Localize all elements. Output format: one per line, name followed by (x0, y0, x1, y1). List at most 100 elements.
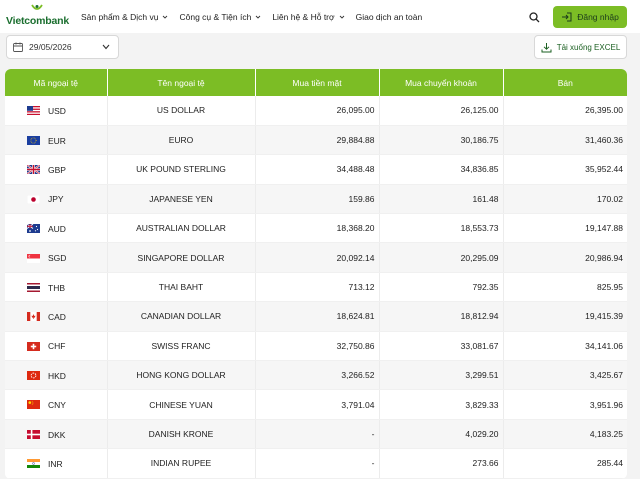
sell-value: 285.44 (503, 448, 627, 479)
login-label: Đăng nhập (577, 12, 619, 22)
currency-code: JPY (48, 194, 64, 205)
currency-name: SWISS FRANC (107, 331, 256, 362)
download-excel-button[interactable]: Tải xuống EXCEL (534, 35, 627, 59)
currency-code: GBP (48, 164, 66, 175)
sell-value: 825.95 (503, 272, 627, 303)
nav-tools[interactable]: Công cụ & Tiện ích (179, 12, 261, 22)
cash-buy-value: - (255, 448, 380, 479)
transfer-buy-value: 3,299.51 (379, 360, 504, 391)
cash-buy-value: 3,266.52 (255, 360, 380, 391)
nav-safe-transactions[interactable]: Giao dịch an toàn (356, 12, 423, 22)
transfer-buy-value: 30,186.75 (379, 125, 504, 156)
ca-flag-icon (27, 312, 40, 322)
table-row: CAD CANADIAN DOLLAR 18,624.81 18,812.94 … (5, 301, 627, 332)
currency-code: THB (48, 282, 65, 293)
cash-buy-value: 34,488.48 (255, 154, 380, 185)
logo-text: Vietcombank (6, 15, 69, 27)
currency-name: THAI BAHT (107, 272, 256, 303)
table-row: DKK DANISH KRONE - 4,029.20 4,183.25 (5, 419, 627, 450)
currency-code: DKK (48, 429, 66, 440)
sell-value: 4,183.25 (503, 419, 627, 450)
dk-flag-icon (27, 429, 40, 439)
header-cash-buy[interactable]: Mua tiền mặt (255, 69, 380, 96)
cash-buy-value: 20,092.14 (255, 242, 380, 273)
sell-value: 26,395.00 (503, 96, 627, 126)
cash-buy-value: 713.12 (255, 272, 380, 303)
sell-value: 170.02 (503, 184, 627, 215)
date-picker[interactable]: 29/05/2026 (6, 35, 119, 59)
currency-name: CANADIAN DOLLAR (107, 301, 256, 332)
vietcombank-logo[interactable]: Vietcombank (6, 4, 69, 28)
sell-value: 34,141.06 (503, 331, 627, 362)
cash-buy-value: 32,750.86 (255, 331, 380, 362)
table-row: SGD SINGAPORE DOLLAR 20,092.14 20,295.09… (5, 242, 627, 273)
excel-label: Tải xuống EXCEL (556, 42, 621, 52)
currency-code: EUR (48, 135, 66, 146)
currency-code: CHF (48, 341, 66, 352)
currency-name: DANISH KRONE (107, 419, 256, 450)
table-row: AUD AUSTRALIAN DOLLAR 18,368.20 18,553.7… (5, 213, 627, 244)
currency-name: INDIAN RUPEE (107, 448, 256, 479)
ch-flag-icon (27, 341, 40, 351)
chevron-down-icon (255, 15, 261, 19)
us-flag-icon (27, 106, 40, 116)
header-transfer-buy[interactable]: Mua chuyển khoản (379, 69, 504, 96)
chevron-down-icon (339, 15, 344, 19)
download-icon (541, 42, 552, 52)
nav-products[interactable]: Sản phẩm & Dịch vụ (81, 12, 168, 22)
currency-name: US DOLLAR (107, 96, 256, 126)
header-currency-name[interactable]: Tên ngoại tệ (107, 69, 256, 96)
au-flag-icon (27, 224, 40, 234)
table-row: GBP UK POUND STERLING 34,488.48 34,836.8… (5, 154, 627, 185)
login-button[interactable]: Đăng nhập (553, 6, 627, 28)
currency-name: UK POUND STERLING (107, 154, 256, 185)
currency-code: USD (48, 105, 66, 116)
transfer-buy-value: 161.48 (379, 184, 504, 215)
in-flag-icon (27, 459, 40, 469)
table-row: CNY CHINESE YUAN 3,791.04 3,829.33 3,951… (5, 389, 627, 420)
currency-name: CHINESE YUAN (107, 389, 256, 420)
cn-flag-icon (27, 400, 40, 410)
currency-code: CNY (48, 399, 66, 410)
date-value: 29/05/2026 (29, 42, 72, 52)
cash-buy-value: 26,095.00 (255, 96, 380, 126)
sell-value: 35,952.44 (503, 154, 627, 185)
currency-name: SINGAPORE DOLLAR (107, 242, 256, 273)
hk-flag-icon (27, 371, 40, 381)
transfer-buy-value: 33,081.67 (379, 331, 504, 362)
cash-buy-value: 29,884.88 (255, 125, 380, 156)
table-row: CHF SWISS FRANC 32,750.86 33,081.67 34,1… (5, 331, 627, 362)
transfer-buy-value: 34,836.85 (379, 154, 504, 185)
transfer-buy-value: 20,295.09 (379, 242, 504, 273)
table-header-row: Mã ngoại tệ Tên ngoại tệ Mua tiền mặt Mu… (5, 69, 627, 96)
main-nav: Sản phẩm & Dịch vụ Công cụ & Tiện ích Li… (81, 0, 433, 33)
eu-flag-icon (27, 135, 40, 145)
transfer-buy-value: 18,812.94 (379, 301, 504, 332)
sell-value: 3,951.96 (503, 389, 627, 420)
jp-flag-icon (27, 194, 40, 204)
sell-value: 19,415.39 (503, 301, 627, 332)
header-currency-code[interactable]: Mã ngoại tệ (5, 69, 108, 96)
cash-buy-value: 3,791.04 (255, 389, 380, 420)
search-icon (528, 11, 539, 22)
sell-value: 20,986.94 (503, 242, 627, 273)
search-button[interactable] (524, 7, 544, 27)
nav-contact[interactable]: Liên hệ & Hỗ trợ (272, 12, 344, 22)
header-sell[interactable]: Bán (503, 69, 627, 96)
cash-buy-value: 18,368.20 (255, 213, 380, 244)
cash-buy-value: - (255, 419, 380, 450)
transfer-buy-value: 26,125.00 (379, 96, 504, 126)
cash-buy-value: 18,624.81 (255, 301, 380, 332)
logo-mark-icon (31, 4, 43, 10)
table-row: USD US DOLLAR 26,095.00 26,125.00 26,395… (5, 96, 627, 126)
sg-flag-icon (27, 253, 40, 263)
table-row: HKD HONG KONG DOLLAR 3,266.52 3,299.51 3… (5, 360, 627, 391)
chevron-down-icon (102, 44, 110, 50)
calendar-icon (13, 42, 23, 52)
nav-label: Liên hệ & Hỗ trợ (272, 11, 335, 22)
sell-value: 19,147.88 (503, 213, 627, 244)
transfer-buy-value: 273.66 (379, 448, 504, 479)
th-flag-icon (27, 282, 40, 292)
sell-value: 31,460.36 (503, 125, 627, 156)
currency-name: AUSTRALIAN DOLLAR (107, 213, 256, 244)
